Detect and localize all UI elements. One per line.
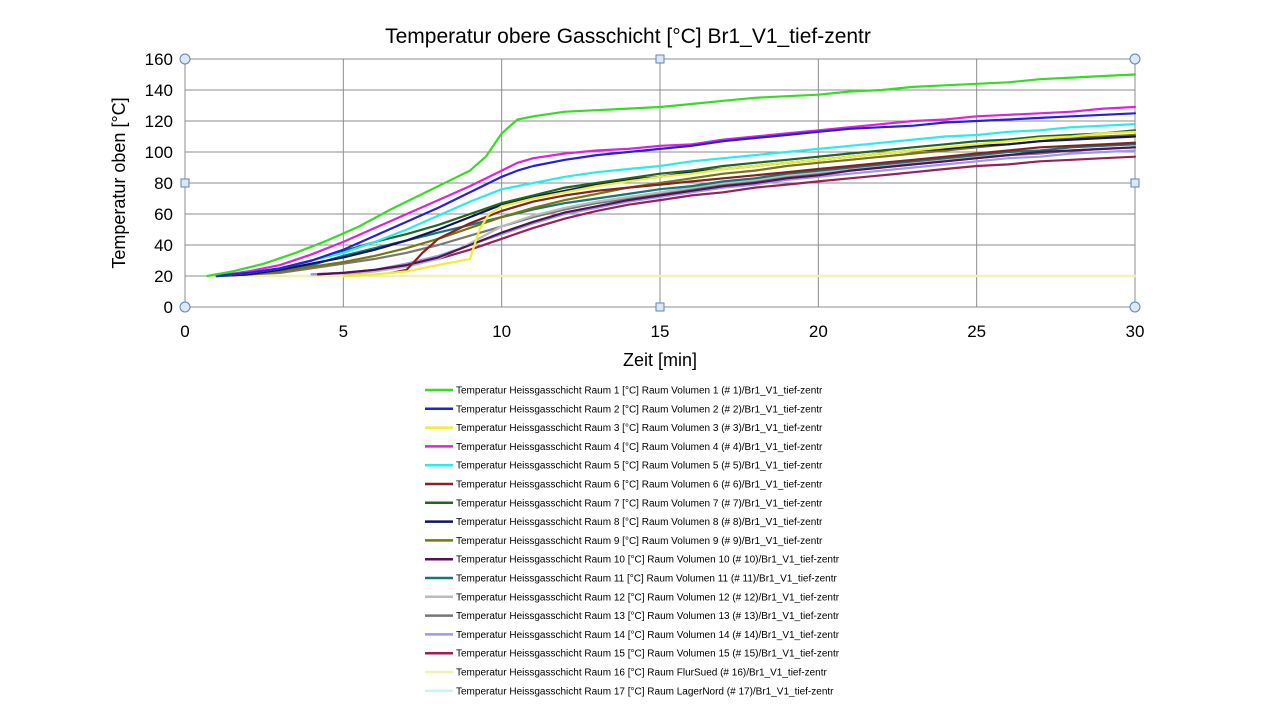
- axis-ticks: 0 20 40 60 80 100 120 140 160 0 5 10 15 20 25 30: [145, 50, 1145, 341]
- series-line-10: [316, 146, 1137, 276]
- y-tick-label: 0: [164, 298, 173, 317]
- corner-resize-handle[interactable]: [179, 53, 191, 65]
- y-tick-label: 80: [154, 174, 173, 193]
- series-line-1: [206, 73, 1137, 278]
- series-line-15: [310, 155, 1137, 276]
- legend-label: Temperatur Heissgasschicht Raum 14 [°C] …: [456, 630, 840, 641]
- corner-resize-handle[interactable]: [179, 301, 191, 313]
- series-line-3: [342, 130, 1137, 278]
- x-tick-label: 20: [809, 322, 828, 341]
- chart-title: Temperatur obere Gasschicht [°C] Br1_V1_…: [385, 25, 871, 48]
- corner-resize-handle[interactable]: [1129, 53, 1141, 65]
- legend-label: Temperatur Heissgasschicht Raum 5 [°C] R…: [456, 461, 823, 472]
- corner-resize-handle[interactable]: [1129, 301, 1141, 313]
- legend-label: Temperatur Heissgasschicht Raum 11 [°C] …: [456, 574, 838, 585]
- edge-resize-handle[interactable]: [655, 54, 665, 64]
- x-tick-label: 15: [651, 322, 670, 341]
- y-tick-label: 140: [145, 81, 173, 100]
- series-line-5: [215, 122, 1137, 278]
- edge-resize-handle[interactable]: [655, 302, 665, 312]
- legend-label: Temperatur Heissgasschicht Raum 9 [°C] R…: [456, 536, 823, 547]
- series-line-6: [389, 141, 1137, 274]
- legend-label: Temperatur Heissgasschicht Raum 8 [°C] R…: [456, 517, 823, 528]
- x-tick-label: 0: [180, 322, 189, 341]
- y-tick-label: 60: [154, 205, 173, 224]
- legend-label: Temperatur Heissgasschicht Raum 12 [°C] …: [456, 592, 840, 603]
- y-tick-label: 20: [154, 267, 173, 286]
- legend-label: Temperatur Heissgasschicht Raum 10 [°C] …: [456, 555, 840, 566]
- x-tick-label: 10: [492, 322, 511, 341]
- selection-handles: [179, 53, 1141, 313]
- edge-resize-handle[interactable]: [1130, 178, 1140, 188]
- legend: Temperatur Heissgasschicht Raum 1 [°C] R…: [425, 386, 840, 697]
- series-line-8: [215, 135, 1137, 278]
- x-axis-label: Zeit [min]: [623, 350, 697, 370]
- series-line-13: [215, 146, 1137, 278]
- legend-label: Temperatur Heissgasschicht Raum 4 [°C] R…: [456, 442, 823, 453]
- legend-label: Temperatur Heissgasschicht Raum 13 [°C] …: [456, 611, 840, 622]
- legend-label: Temperatur Heissgasschicht Raum 2 [°C] R…: [456, 404, 823, 415]
- series-line-4: [215, 105, 1137, 278]
- y-tick-label: 100: [145, 143, 173, 162]
- legend-label: Temperatur Heissgasschicht Raum 6 [°C] R…: [456, 480, 823, 491]
- series-line-12: [342, 146, 1137, 276]
- series-line-2: [215, 112, 1137, 278]
- y-tick-label: 160: [145, 50, 173, 69]
- edge-resize-handle[interactable]: [180, 178, 190, 188]
- x-tick-label: 25: [967, 322, 986, 341]
- legend-label: Temperatur Heissgasschicht Raum 3 [°C] R…: [456, 423, 823, 434]
- y-tick-label: 120: [145, 112, 173, 131]
- x-tick-label: 5: [339, 322, 348, 341]
- y-tick-label: 40: [154, 236, 173, 255]
- series-line-11: [215, 143, 1137, 278]
- legend-label: Temperatur Heissgasschicht Raum 15 [°C] …: [456, 649, 840, 660]
- y-axis-label: Temperatur oben [°C]: [109, 97, 129, 268]
- plot-lines: [206, 73, 1137, 278]
- legend-label: Temperatur Heissgasschicht Raum 16 [°C] …: [456, 668, 827, 679]
- legend-label: Temperatur Heissgasschicht Raum 7 [°C] R…: [456, 498, 823, 509]
- x-tick-label: 30: [1126, 322, 1145, 341]
- series-line-9: [215, 133, 1137, 278]
- legend-label: Temperatur Heissgasschicht Raum 17 [°C] …: [456, 686, 834, 697]
- legend-label: Temperatur Heissgasschicht Raum 1 [°C] R…: [456, 386, 823, 397]
